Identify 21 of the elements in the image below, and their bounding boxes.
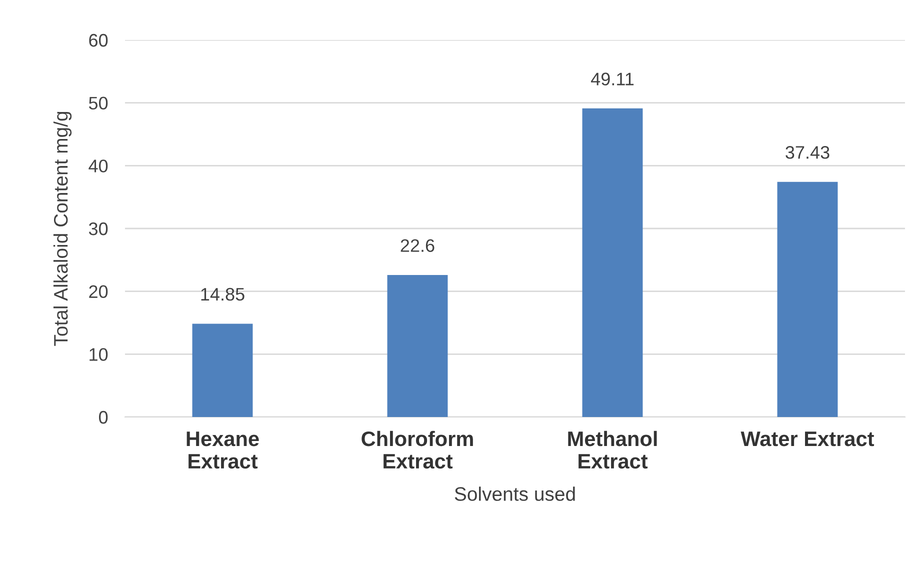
y-tick-label: 0: [99, 410, 108, 424]
bar: [387, 274, 448, 417]
y-tick-label: 50: [88, 96, 108, 110]
data-label: 37.43: [786, 146, 830, 159]
y-tick-label: 40: [88, 160, 108, 172]
x-tick-label: Chloroform Extract: [362, 430, 473, 469]
bar: [192, 324, 253, 417]
y-tick-label: 20: [89, 285, 108, 298]
y-tick-label: 30: [88, 222, 108, 236]
data-label: 49.11: [590, 72, 634, 86]
y-axis-title: Total Alkaloid Content mg/g: [53, 112, 72, 346]
data-label: 22.6: [400, 239, 434, 252]
bar: [777, 182, 838, 417]
x-tick-label: Methanol Extract: [568, 430, 657, 469]
bar: [582, 108, 643, 417]
x-axis-title: Solvents used: [454, 486, 575, 501]
data-label: 14.85: [201, 288, 244, 301]
y-tick-label: 60: [89, 34, 108, 47]
y-tick-label: 10: [90, 348, 108, 361]
x-tick-label: Water Extract: [740, 432, 874, 446]
x-tick-label: Hexane Extract: [186, 432, 259, 469]
